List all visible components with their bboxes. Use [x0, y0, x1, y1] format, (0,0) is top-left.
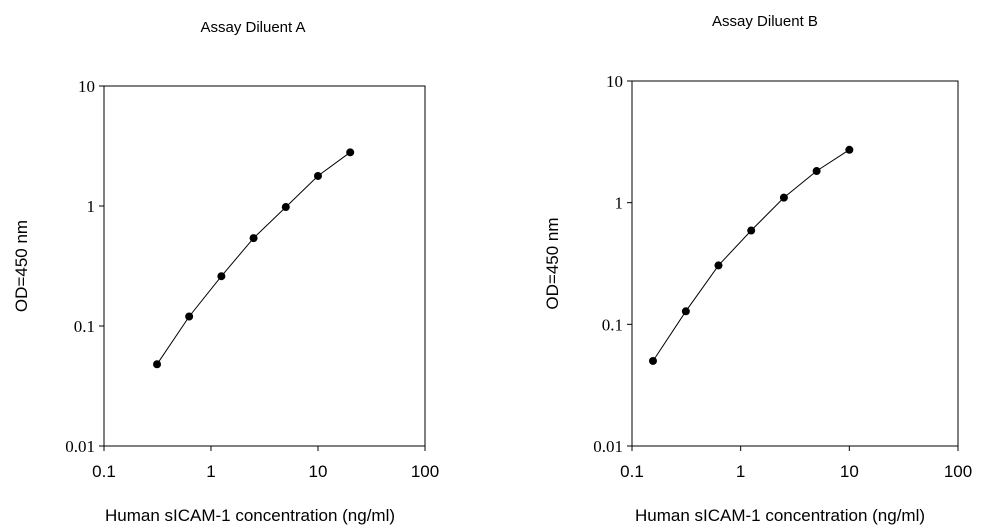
- x-axis-label: Human sICAM-1 concentration (ng/ml): [635, 506, 925, 525]
- data-point: [217, 272, 226, 281]
- data-point: [346, 148, 355, 157]
- data-point: [249, 234, 258, 243]
- data-point: [281, 203, 290, 212]
- data-point: [185, 312, 194, 321]
- y-tick-label: 0.01: [65, 437, 95, 456]
- series-line: [652, 149, 850, 362]
- y-tick-label: 0.1: [74, 317, 95, 336]
- chart-title: Assay Diluent A: [200, 19, 305, 36]
- data-point: [845, 145, 854, 154]
- y-tick-label: 1: [615, 194, 624, 213]
- panel-a: Assay Diluent A 0.1 1 10 100 0.01 0.1 1 10 Human …: [12, 19, 439, 525]
- x-tick-label: 10: [309, 462, 328, 481]
- plot-frame: [631, 80, 959, 447]
- chart-title: Assay Diluent B: [712, 13, 818, 30]
- data-point: [812, 167, 821, 176]
- x-tick-label: 100: [411, 462, 439, 481]
- plot-frame: [103, 85, 426, 447]
- y-tick-label: 0.01: [593, 437, 623, 456]
- panel-b: Assay Diluent B 0.1 1 10 100 0.01 0.1 1 10 Human …: [543, 13, 972, 525]
- data-point: [153, 360, 162, 369]
- y-axis-label: OD=450 nm: [543, 217, 562, 309]
- x-tick-label: 100: [944, 462, 972, 481]
- data-point: [648, 356, 657, 365]
- y-tick-label: 10: [606, 72, 623, 91]
- x-axis-label: Human sICAM-1 concentration (ng/ml): [105, 506, 395, 525]
- data-point: [314, 171, 322, 180]
- x-tick-label: 1: [736, 462, 745, 481]
- data-point: [779, 193, 788, 202]
- x-tick-label: 0.1: [92, 462, 116, 481]
- x-tick-label: 1: [206, 462, 215, 481]
- y-tick-label: 0.1: [602, 315, 623, 334]
- x-tick-label: 0.1: [620, 462, 644, 481]
- y-axis-label: OD=450 nm: [12, 220, 31, 312]
- data-point: [681, 307, 690, 316]
- y-tick-label: 1: [87, 197, 96, 216]
- data-point: [747, 226, 756, 235]
- y-tick-label: 10: [78, 77, 95, 96]
- data-point: [714, 261, 723, 270]
- x-tick-label: 10: [840, 462, 859, 481]
- series-line: [156, 151, 351, 365]
